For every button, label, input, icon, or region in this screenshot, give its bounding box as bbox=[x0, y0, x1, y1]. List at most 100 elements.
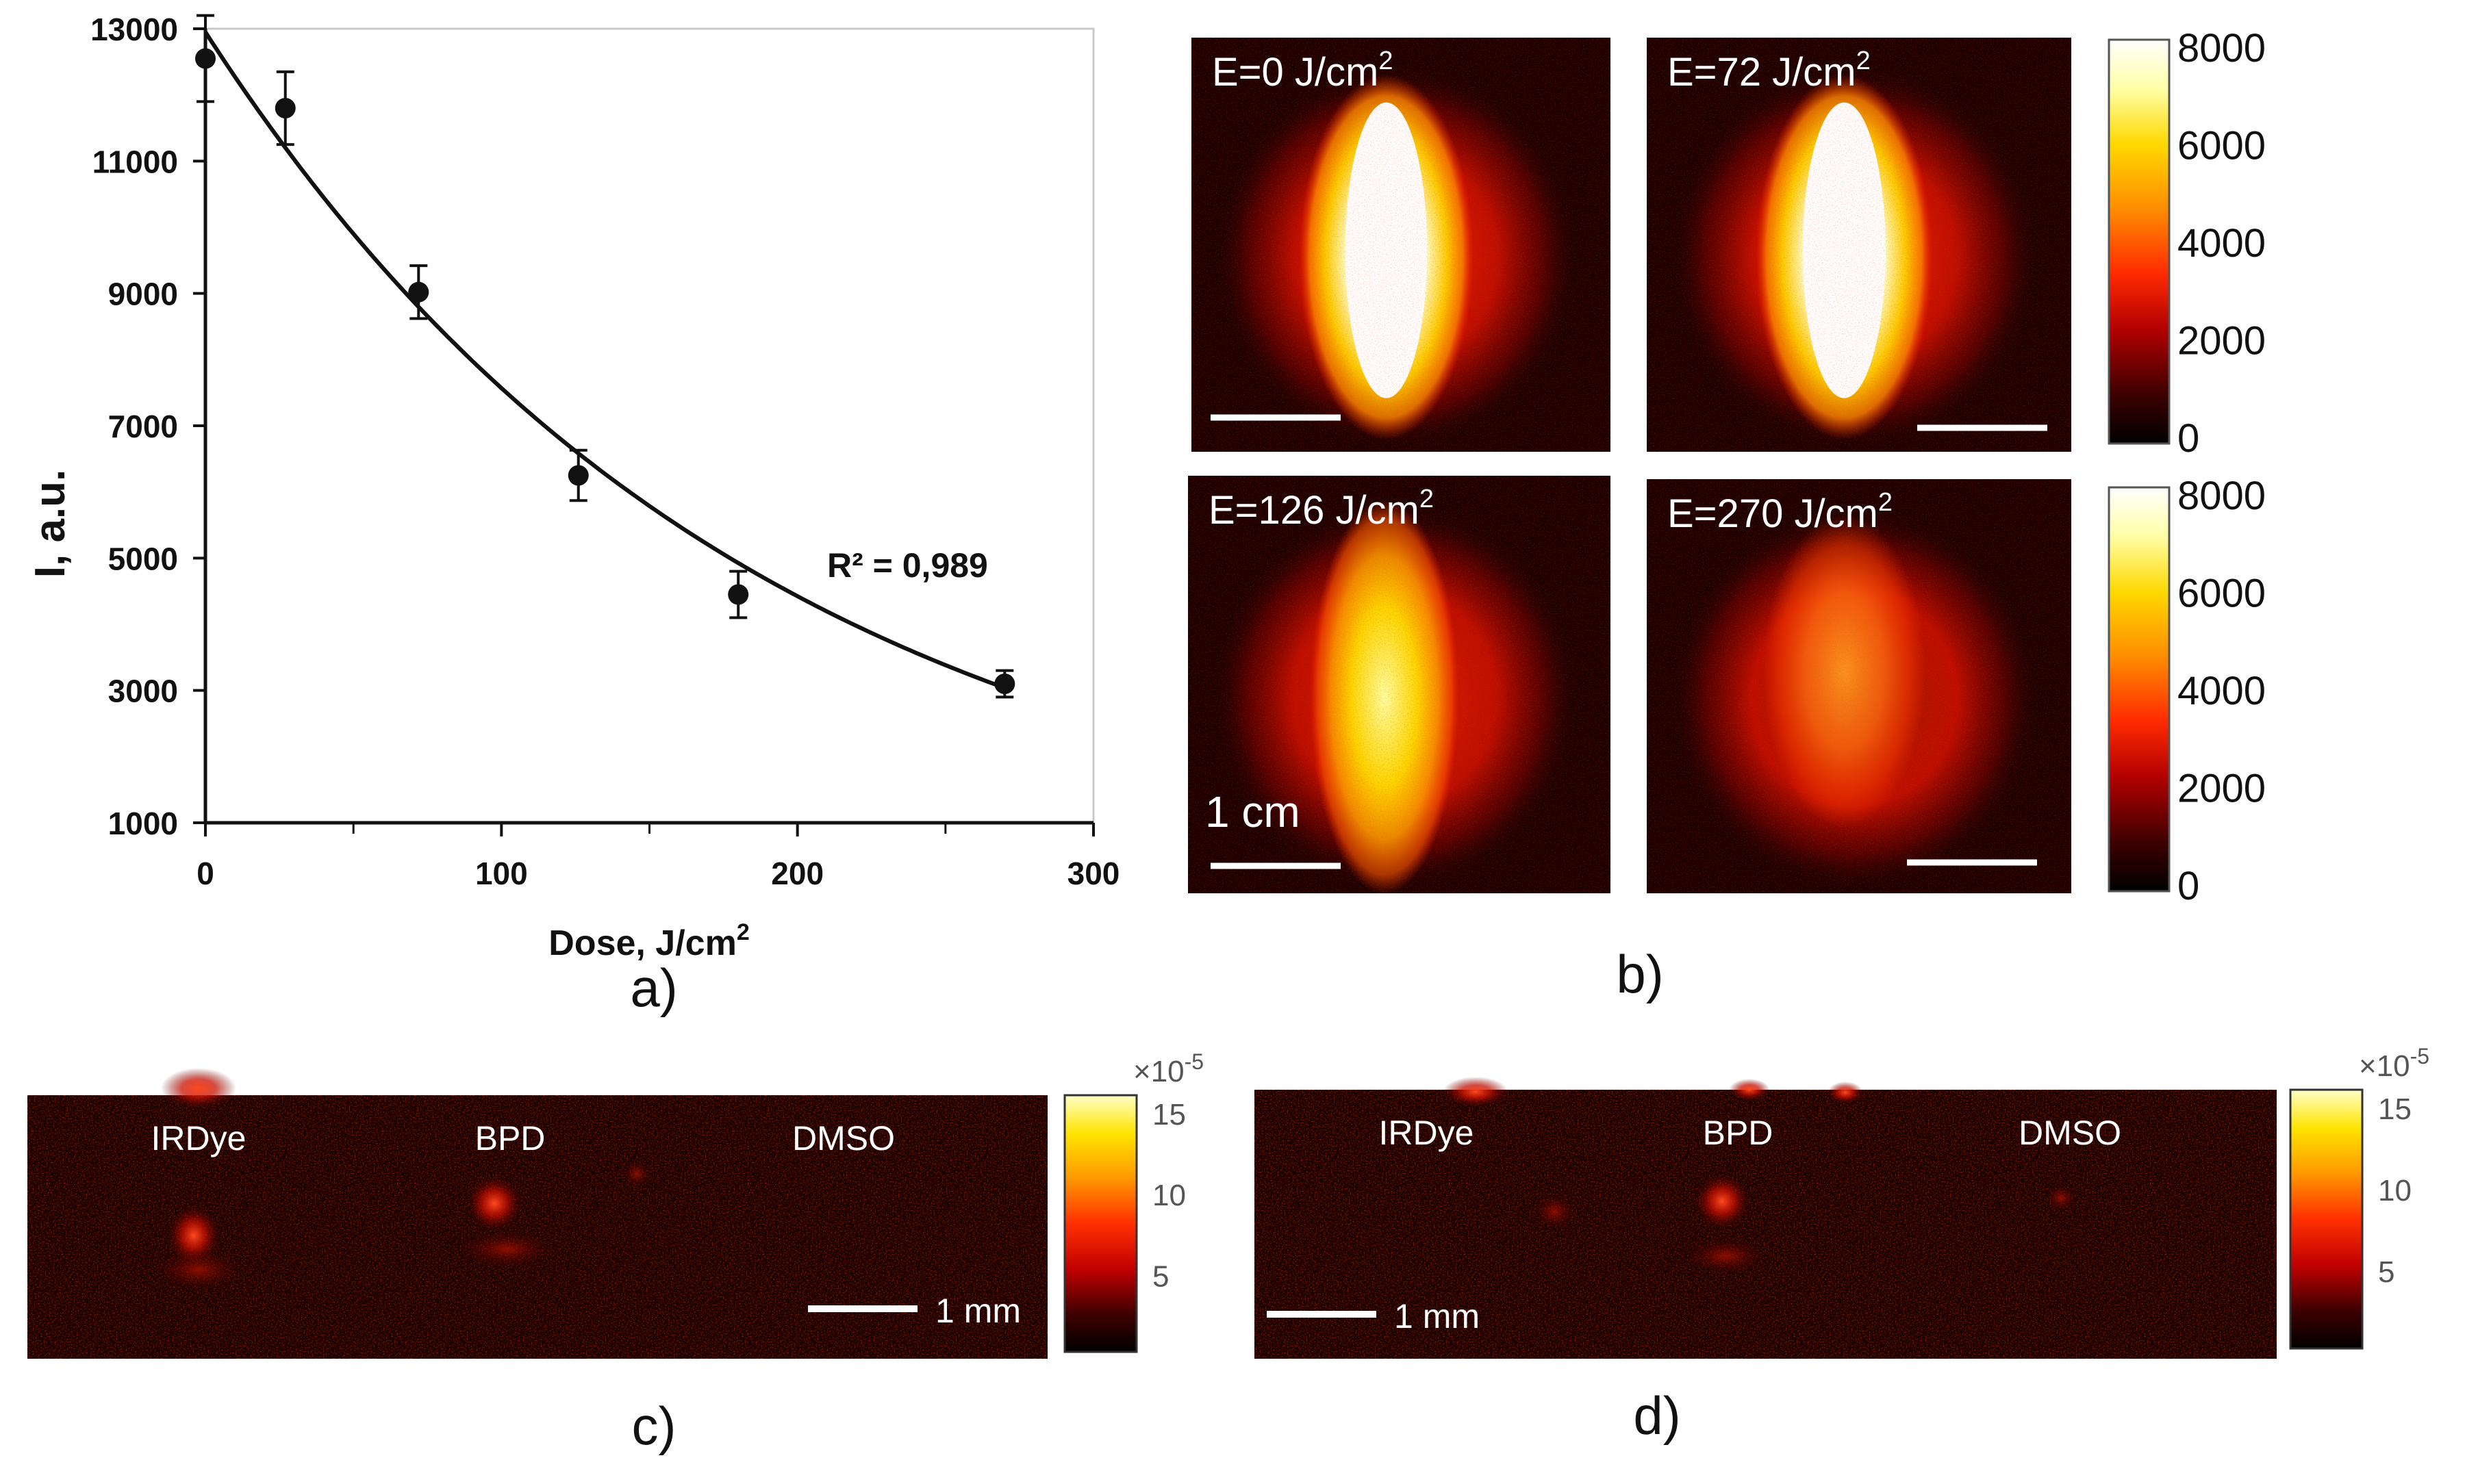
r-squared-annotation: R² = 0,989 bbox=[827, 546, 988, 585]
signal-blob bbox=[467, 1176, 522, 1231]
sample-label: DMSO bbox=[2019, 1114, 2121, 1152]
y-tick-labels: 1000 3000 5000 7000 9000 11000 13000 bbox=[90, 12, 178, 841]
y-tick-label: 13000 bbox=[90, 12, 178, 47]
colorbar-1: 8000 6000 4000 2000 0 bbox=[2108, 26, 2266, 461]
signal-blob bbox=[459, 1230, 555, 1268]
colorbar-tick-label: 2000 bbox=[2177, 319, 2266, 363]
colorbar-exponent: ×10-5 bbox=[2359, 1044, 2429, 1083]
y-tick-label: 5000 bbox=[108, 541, 178, 576]
energy-label-superscript: 2 bbox=[1856, 47, 1871, 75]
energy-label-text: E=126 J/cm bbox=[1209, 488, 1419, 533]
colorbar-tick-label: 5 bbox=[2378, 1255, 2394, 1289]
colorbar-gradient bbox=[2108, 38, 2171, 445]
energy-label-superscript: 2 bbox=[1419, 485, 1434, 513]
scale-bar-label: 1 mm bbox=[1394, 1297, 1480, 1335]
x-tick-label: 100 bbox=[475, 856, 528, 891]
panel-label-a: a) bbox=[630, 958, 677, 1018]
heatmap-image-1: E=0 J/cm2 bbox=[1191, 38, 1610, 452]
colorbar-tick-label: 10 bbox=[1152, 1179, 1186, 1212]
exponent-power: -5 bbox=[2410, 1044, 2429, 1069]
signal-blob bbox=[154, 1249, 243, 1290]
signal-blob bbox=[1534, 1194, 1575, 1229]
exponent-power: -5 bbox=[1185, 1049, 1204, 1074]
colorbar-tick-label: 6000 bbox=[2177, 572, 2266, 616]
energy-label-superscript: 2 bbox=[1378, 47, 1393, 75]
panel-label-b: b) bbox=[1616, 944, 1663, 1004]
data-points bbox=[195, 14, 1015, 699]
trendline-curve bbox=[203, 31, 1006, 690]
scale-bar-label: 1 cm bbox=[1205, 787, 1300, 836]
colorbar-tick-label: 15 bbox=[1152, 1098, 1186, 1131]
panel-label: c) bbox=[632, 1396, 677, 1456]
energy-label-text: E=0 J/cm bbox=[1212, 50, 1378, 94]
x-tick-label: 0 bbox=[197, 856, 214, 891]
noise-texture bbox=[1647, 38, 2071, 452]
data-point bbox=[275, 98, 296, 118]
energy-label: E=0 J/cm2 bbox=[1212, 47, 1393, 94]
signal-blob bbox=[623, 1160, 650, 1188]
colorbar-tick-label: 4000 bbox=[2177, 221, 2266, 266]
sample-label: BPD bbox=[475, 1119, 546, 1157]
heatmap-image-2: E=72 J/cm2 bbox=[1647, 38, 2071, 452]
heatmap-strip: IRDye BPD DMSO 1 mm bbox=[27, 1068, 1048, 1359]
signal-blob bbox=[161, 1068, 236, 1109]
colorbar-gradient bbox=[2108, 486, 2171, 893]
energy-label-text: E=72 J/cm bbox=[1667, 50, 1856, 94]
heatmap-strip: IRDye BPD DMSO 1 mm bbox=[1254, 1077, 2277, 1359]
sample-label: IRDye bbox=[1379, 1114, 1474, 1152]
data-point bbox=[195, 48, 216, 69]
x-axis-label: Dose, J/cm2 bbox=[548, 919, 750, 963]
panel-c-heatmap: IRDye BPD DMSO 1 mm ×10-5 15 10 5 c) bbox=[27, 1049, 1204, 1456]
y-tick-label: 3000 bbox=[108, 674, 178, 709]
sample-label: DMSO bbox=[792, 1119, 895, 1157]
colorbar-tick-label: 8000 bbox=[2177, 474, 2266, 518]
energy-label: E=126 J/cm2 bbox=[1209, 485, 1434, 533]
signal-blob bbox=[1695, 1174, 1749, 1229]
colorbar-tick-label: 4000 bbox=[2177, 669, 2266, 713]
data-point bbox=[994, 674, 1015, 694]
energy-label: E=72 J/cm2 bbox=[1667, 47, 1871, 94]
exponent-base: ×10 bbox=[1133, 1055, 1185, 1088]
data-point bbox=[568, 465, 589, 486]
noise-texture bbox=[1188, 476, 1610, 893]
sample-label: IRDye bbox=[151, 1119, 246, 1157]
sample-label: BPD bbox=[1703, 1114, 1773, 1152]
heatmap-image-3: E=126 J/cm2 bbox=[1188, 476, 1610, 895]
y-tick-label: 7000 bbox=[108, 409, 178, 444]
panel-label: d) bbox=[1633, 1385, 1680, 1446]
energy-label-text: E=270 J/cm bbox=[1667, 491, 1878, 536]
noise-texture bbox=[1254, 1090, 2277, 1359]
energy-label-superscript: 2 bbox=[1878, 488, 1893, 517]
data-point bbox=[728, 584, 749, 605]
colorbar-gradient bbox=[1063, 1094, 1138, 1353]
signal-blob bbox=[2046, 1184, 2076, 1212]
colorbar-2: 8000 6000 4000 2000 0 bbox=[2108, 474, 2266, 908]
colorbar: ×10-5 15 10 5 bbox=[1063, 1049, 1204, 1353]
y-tick-label: 1000 bbox=[108, 806, 178, 841]
x-axis-label-main: Dose, J/cm bbox=[548, 923, 737, 963]
colorbar-exponent: ×10-5 bbox=[1133, 1049, 1204, 1088]
colorbar-tick-label: 0 bbox=[2177, 416, 2199, 461]
scale-bar-label: 1 mm bbox=[935, 1292, 1021, 1330]
colorbar-tick-label: 6000 bbox=[2177, 124, 2266, 168]
panel-a-scatter-chart: 1000 3000 5000 7000 9000 11000 13000 0 100 200 30… bbox=[27, 12, 1120, 1018]
noise-texture bbox=[1647, 479, 2071, 893]
data-point bbox=[408, 281, 429, 303]
colorbar-tick-label: 5 bbox=[1152, 1259, 1169, 1293]
y-axis-label: I, a.u. bbox=[27, 470, 74, 578]
energy-label: E=270 J/cm2 bbox=[1667, 488, 1893, 536]
colorbar-tick-label: 10 bbox=[2378, 1174, 2412, 1207]
colorbar-gradient bbox=[2289, 1088, 2364, 1350]
colorbar: ×10-5 15 10 5 bbox=[2289, 1044, 2429, 1350]
y-tick-label: 11000 bbox=[92, 144, 178, 179]
y-tick-label: 9000 bbox=[108, 277, 178, 312]
heatmap-image-4: E=270 J/cm2 bbox=[1647, 479, 2071, 893]
axis-ticks bbox=[193, 27, 1095, 836]
x-tick-label: 300 bbox=[1067, 856, 1120, 891]
x-tick-labels: 0 100 200 300 bbox=[197, 856, 1120, 891]
exponent-base: ×10 bbox=[2359, 1049, 2410, 1083]
colorbar-tick-label: 15 bbox=[2378, 1092, 2412, 1126]
colorbar-tick-label: 8000 bbox=[2177, 26, 2266, 71]
